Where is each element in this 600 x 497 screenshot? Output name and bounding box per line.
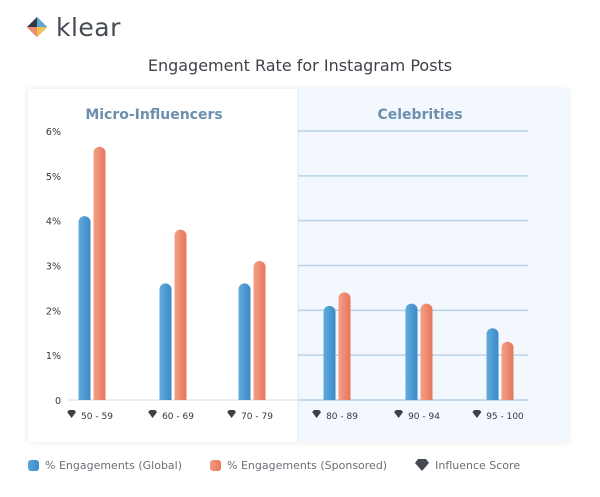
diamond-icon [67,410,77,418]
bar-global [78,216,91,400]
y-tick-label: 3% [46,262,61,273]
bar-global [159,283,172,400]
bar-sponsored [174,229,187,400]
bar-sponsored [420,303,433,400]
chart-legend: % Engagements (Global) % Engagements (Sp… [28,457,548,473]
legend-item-global: % Engagements (Global) [28,459,182,472]
brand-name: klear [56,12,121,42]
diamond-icon [472,410,482,418]
y-tick-label: 1% [46,351,61,362]
x-tick-label: 60 - 69 [162,412,194,422]
y-tick-label: 5% [46,172,61,183]
x-tick-label: 90 - 94 [408,412,440,422]
bar-sponsored [253,261,266,400]
bar-global [238,283,251,400]
legend-label-global: % Engagements (Global) [45,458,183,472]
legend-swatch-global [28,459,39,471]
group-label: Micro-Influencers [85,107,222,123]
legend-item-influence: Influence Score [415,459,520,472]
x-tick-label: 70 - 79 [241,412,273,422]
diamond-icon [415,459,430,471]
bar-global [405,303,418,400]
klear-logo: klear [26,12,121,42]
group-label: Celebrities [377,107,462,123]
bar-global [323,305,336,400]
x-tick-label: 50 - 59 [81,412,113,422]
legend-item-sponsored: % Engagements (Sponsored) [210,459,387,472]
bar-sponsored [501,341,514,400]
y-tick-label: 6% [46,127,61,138]
legend-swatch-sponsored [210,459,222,471]
diamond-icon [394,410,404,418]
chart-area: 0 1% 2% 3% 4% 5% 6% Micro-Influencers Celebritie… [46,89,568,442]
bar-sponsored [338,292,351,400]
diamond-icon [148,410,158,418]
chart-title: Engagement Rate for Instagram Posts [147,56,453,75]
y-tick-label: 0 [55,396,61,407]
legend-label-sponsored: % Engagements (Sponsored) [227,458,388,472]
legend-label-influence: Influence Score [435,458,521,472]
diamond-icon [227,410,237,418]
klear-logo-icon [27,17,47,37]
diamond-icon [312,410,322,418]
y-tick-label: 2% [46,306,61,317]
y-tick-label: 4% [46,217,61,228]
chart-panel: 0 1% 2% 3% 4% 5% 6% Micro-Influencers Celebritie… [28,89,568,442]
x-tick-label: 95 - 100 [486,412,524,422]
bar-global [486,328,499,400]
bar-sponsored [93,146,106,400]
x-tick-label: 80 - 89 [326,412,358,422]
